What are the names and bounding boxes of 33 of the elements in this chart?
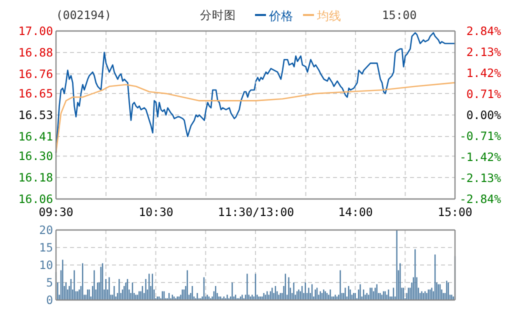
y-tick-label: 5 <box>46 276 53 290</box>
x-tick-label: 11:30/13:00 <box>218 205 294 219</box>
text: 0.00% <box>466 108 501 122</box>
y-tick-label: 16.53 <box>18 108 54 122</box>
text: 2.13% <box>466 45 501 59</box>
legend-label: 价格 <box>268 9 293 23</box>
y-tick-label: 20 <box>39 223 54 237</box>
chart-subtitle: 分时图 <box>200 8 236 22</box>
x-tick-label: 14:00 <box>338 205 373 219</box>
y-tick-label: 0 <box>46 293 54 307</box>
x-tick-label: 15:00 <box>438 205 472 219</box>
text: -2.13% <box>459 171 501 185</box>
y-tick-label: 16.06 <box>18 192 54 206</box>
text: 15:00 <box>382 8 417 22</box>
y-tick-label: 10 <box>39 258 54 272</box>
text: -0.71% <box>459 129 501 143</box>
y-tick-label: 16.65 <box>18 86 53 101</box>
y-tick-label: 16.76 <box>18 66 54 81</box>
text: 1.42% <box>466 66 501 80</box>
y-tick-label: 16.41 <box>18 129 54 144</box>
x-tick-label: 10:30 <box>138 205 174 219</box>
x-tick-label: 09:30 <box>38 205 74 219</box>
y-tick-label: 16.30 <box>18 149 54 164</box>
y-tick-label: 15 <box>39 240 53 254</box>
y-tick-label: 16.88 <box>18 45 54 60</box>
legend-label: 均线 <box>316 9 341 23</box>
text: 2.84% <box>466 24 501 38</box>
text: 0.71% <box>466 87 501 101</box>
y-tick-label: 16.18 <box>18 170 54 185</box>
text: -1.42% <box>459 150 501 164</box>
y-tick-label: 17.00 <box>18 24 54 38</box>
text: -2.84% <box>459 192 501 206</box>
chart-title: (002194) <box>56 8 112 22</box>
